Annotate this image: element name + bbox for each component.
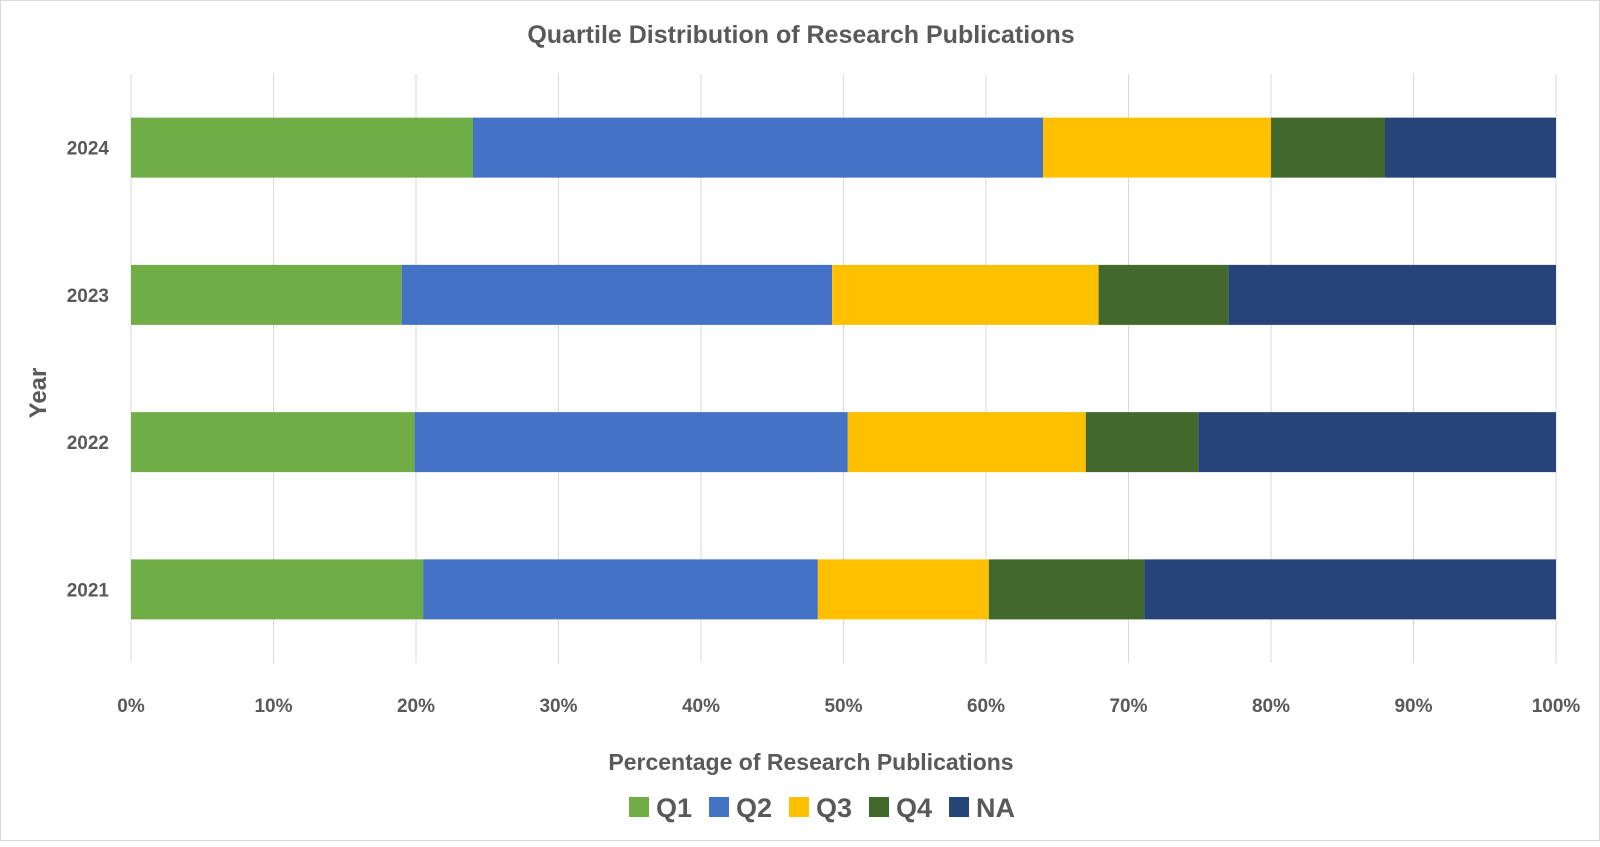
y-tick-label: 2021 — [67, 580, 110, 601]
bar-q3-2024 — [1043, 117, 1271, 178]
y-tick-label: 2023 — [67, 286, 109, 307]
y-axis-ticks: 2024 2023 2022 2021 — [67, 139, 110, 602]
bar-q4-2021 — [988, 559, 1145, 620]
legend-label-na: NA — [976, 793, 1015, 823]
x-tick-label: 40% — [682, 696, 720, 717]
bar-q2-2022 — [414, 412, 848, 473]
x-tick-label: 100% — [1532, 696, 1581, 717]
legend-swatch-q2 — [709, 797, 729, 817]
x-tick-label: 50% — [824, 696, 862, 717]
x-tick-label: 10% — [254, 696, 292, 717]
bar-na-2021 — [1144, 559, 1556, 620]
x-tick-label: 70% — [1109, 696, 1147, 717]
x-tick-label: 60% — [967, 696, 1005, 717]
x-tick-label: 30% — [539, 696, 577, 717]
y-tick-label: 2022 — [67, 433, 109, 454]
bar-q3-2021 — [817, 559, 989, 620]
legend-swatch-q4 — [869, 797, 889, 817]
legend-label-q3: Q3 — [816, 793, 852, 823]
x-tick-label: 20% — [397, 696, 435, 717]
y-tick-label: 2024 — [67, 139, 110, 160]
legend-label-q2: Q2 — [736, 793, 772, 823]
legend-label-q4: Q4 — [896, 793, 932, 823]
legend-swatch-na — [949, 797, 969, 817]
bar-na-2024 — [1385, 117, 1556, 178]
bar-q1-2022 — [131, 412, 415, 473]
bar-na-2023 — [1228, 264, 1556, 325]
bar-na-2022 — [1198, 412, 1556, 473]
y-axis-label: Year — [25, 368, 52, 419]
bar-q2-2023 — [401, 264, 833, 325]
bars — [131, 117, 1556, 620]
bar-q3-2022 — [847, 412, 1086, 473]
x-tick-label: 0% — [117, 696, 145, 717]
bar-q1-2024 — [131, 117, 473, 178]
bar-q4-2023 — [1098, 264, 1229, 325]
x-tick-label: 90% — [1394, 696, 1432, 717]
bar-q1-2021 — [131, 559, 424, 620]
x-axis-label: Percentage of Research Publications — [608, 749, 1013, 775]
legend-swatch-q1 — [629, 797, 649, 817]
legend: Q1 Q2 Q3 Q4 NA — [629, 793, 1015, 823]
chart-title: Quartile Distribution of Research Public… — [527, 21, 1074, 49]
x-axis-ticks: 0% 10% 20% 30% 40% 50% 60% 70% 80% 90% 100% — [117, 696, 1580, 717]
bar-q3-2023 — [832, 264, 1099, 325]
bar-q4-2024 — [1271, 117, 1385, 178]
bar-q4-2022 — [1085, 412, 1199, 473]
bar-q2-2021 — [423, 559, 818, 620]
legend-swatch-q3 — [789, 797, 809, 817]
bar-q1-2023 — [131, 264, 402, 325]
bar-q2-2024 — [473, 117, 1043, 178]
legend-label-q1: Q1 — [656, 793, 692, 823]
x-tick-label: 80% — [1252, 696, 1290, 717]
